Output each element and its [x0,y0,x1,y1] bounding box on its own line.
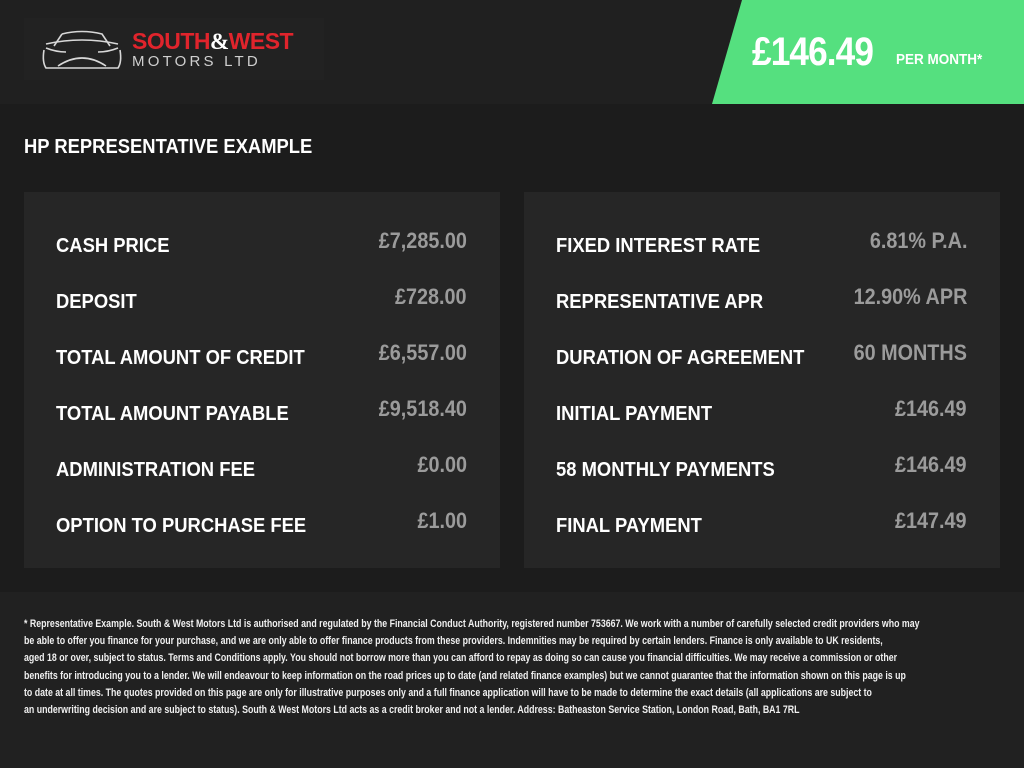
row-value: £146.49 [895,396,967,421]
row-value: £0.00 [417,452,467,477]
monthly-price-badge: £146.49 PER MONTH* [712,0,1024,104]
row-value: £7,285.00 [378,228,467,253]
row-value: £6,557.00 [378,340,467,365]
row-value: £9,518.40 [378,396,467,421]
brand-subtitle: MOTORS LTD [132,52,261,70]
row-label: FIXED INTEREST RATE [556,234,761,257]
row-label: DURATION OF AGREEMENT [556,346,805,369]
row-value: 12.90% APR [853,284,967,309]
disclaimer-line: be able to offer you finance for your pu… [24,635,883,648]
disclaimer-line: an underwriting decision and are subject… [24,704,800,717]
brand-name-south: SOUTH [132,27,211,54]
per-month-label: PER MONTH* [896,50,983,68]
footer [0,592,1024,768]
section-title: HP REPRESENTATIVE EXAMPLE [24,136,313,158]
row-label: FINAL PAYMENT [556,514,702,537]
row-label: ADMINISTRATION FEE [56,458,255,481]
row-label: OPTION TO PURCHASE FEE [56,514,307,537]
row-label: 58 MONTHLY PAYMENTS [556,458,775,481]
row-value: 6.81% P.A. [869,228,967,253]
brand-logo[interactable]: SOUTH&WEST MOTORS LTD [24,18,324,80]
row-value: 60 MONTHS [853,340,967,365]
finance-row: 58 MONTHLY PAYMENTS £146.49 [524,440,1000,496]
finance-row: FINAL PAYMENT £147.49 [524,496,1000,552]
finance-row: DURATION OF AGREEMENT 60 MONTHS [524,328,1000,384]
disclaimer-line: aged 18 or over, subject to status. Term… [24,652,898,665]
finance-panel-left: CASH PRICE £7,285.00 DEPOSIT £728.00 TOTAL… [24,192,500,568]
finance-row: TOTAL AMOUNT PAYABLE £9,518.40 [24,384,500,440]
finance-row: ADMINISTRATION FEE £0.00 [24,440,500,496]
car-outline-icon [42,30,122,69]
brand-name-amp: & [210,28,229,54]
row-label: TOTAL AMOUNT OF CREDIT [56,346,305,369]
row-value: £147.49 [895,508,967,533]
finance-row: REPRESENTATIVE APR 12.90% APR [524,272,1000,328]
disclaimer-line: * Representative Example. South & West M… [24,618,920,630]
finance-row: OPTION TO PURCHASE FEE £1.00 [24,496,500,552]
finance-row: DEPOSIT £728.00 [24,272,500,328]
row-value: £1.00 [417,508,467,533]
brand-name-west: WEST [228,27,294,54]
finance-row: TOTAL AMOUNT OF CREDIT £6,557.00 [24,328,500,384]
finance-row: CASH PRICE £7,285.00 [24,216,500,272]
disclaimer-line: to date at all times. The quotes provide… [24,686,872,699]
disclaimer: * Representative Example. South & West M… [24,616,920,719]
row-value: £146.49 [895,452,967,477]
row-label: TOTAL AMOUNT PAYABLE [56,402,289,425]
row-label: DEPOSIT [56,290,137,313]
header: SOUTH&WEST MOTORS LTD £146.49 PER MONTH* [0,0,1024,104]
finance-row: INITIAL PAYMENT £146.49 [524,384,1000,440]
row-label: REPRESENTATIVE APR [556,290,764,313]
finance-panel-right: FIXED INTEREST RATE 6.81% P.A. REPRESENTA… [524,192,1000,568]
brand-name: SOUTH&WEST MOTORS LTD [132,27,294,70]
finance-row: FIXED INTEREST RATE 6.81% P.A. [524,216,1000,272]
row-value: £728.00 [395,284,467,309]
monthly-price: £146.49 [752,29,874,74]
disclaimer-line: benefits for introducing you to a lender… [24,669,906,682]
row-label: CASH PRICE [56,234,170,257]
row-label: INITIAL PAYMENT [556,402,713,425]
